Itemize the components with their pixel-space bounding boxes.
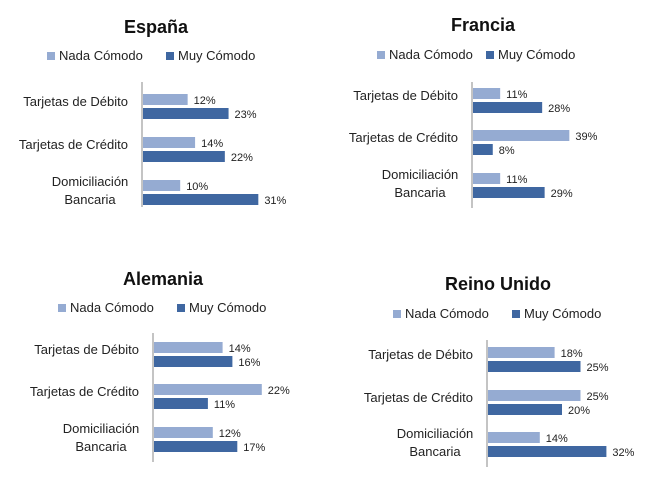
- bar-nada-comodo-tarjetas-de-debito-alemania: [154, 342, 223, 353]
- data-label-muy-comodo-tarjetas-de-debito-alemania: 16%: [238, 357, 260, 369]
- category-label-domiciliacion-bancaria-francia: Domiciliación Bancaria: [382, 167, 459, 200]
- category-label-tarjetas-de-credito-francia: Tarjetas de Crédito: [349, 130, 458, 145]
- data-label-muy-comodo-tarjetas-de-debito-francia: 28%: [548, 103, 570, 115]
- bar-muy-comodo-domiciliacion-bancaria-reino-unido: [488, 446, 607, 457]
- category-label-domiciliacion-bancaria-alemania: Domiciliación Bancaria: [63, 421, 140, 454]
- data-label-nada-comodo-tarjetas-de-debito-reino-unido: 18%: [561, 348, 583, 360]
- legend-label-muy-comodo-espana: Muy Cómodo: [178, 48, 255, 63]
- bar-muy-comodo-tarjetas-de-credito-francia: [473, 144, 493, 155]
- data-label-muy-comodo-domiciliacion-bancaria-espana: 31%: [264, 195, 286, 207]
- legend-swatch-nada-comodo-espana: [47, 52, 55, 60]
- data-label-nada-comodo-domiciliacion-bancaria-reino-unido: 14%: [546, 433, 568, 445]
- legend-label-nada-comodo-reino-unido: Nada Cómodo: [405, 306, 489, 321]
- bar-nada-comodo-tarjetas-de-credito-francia: [473, 130, 570, 141]
- bar-muy-comodo-tarjetas-de-debito-reino-unido: [488, 361, 581, 372]
- legend-label-nada-comodo-alemania: Nada Cómodo: [70, 300, 154, 315]
- data-label-muy-comodo-domiciliacion-bancaria-reino-unido: 32%: [612, 447, 634, 459]
- legend-label-muy-comodo-reino-unido: Muy Cómodo: [524, 306, 601, 321]
- data-label-muy-comodo-tarjetas-de-debito-reino-unido: 25%: [587, 362, 609, 374]
- category-label-tarjetas-de-credito-reino-unido: Tarjetas de Crédito: [364, 390, 473, 405]
- bar-muy-comodo-tarjetas-de-credito-espana: [143, 151, 225, 162]
- data-label-nada-comodo-domiciliacion-bancaria-espana: 10%: [186, 181, 208, 193]
- category-label-tarjetas-de-credito-alemania: Tarjetas de Crédito: [30, 384, 139, 399]
- bar-muy-comodo-domiciliacion-bancaria-francia: [473, 187, 545, 198]
- bar-muy-comodo-domiciliacion-bancaria-espana: [143, 194, 259, 205]
- category-label-domiciliacion-bancaria-reino-unido: Domiciliación Bancaria: [397, 426, 474, 459]
- data-label-nada-comodo-tarjetas-de-credito-espana: 14%: [201, 138, 223, 150]
- bar-muy-comodo-tarjetas-de-credito-reino-unido: [488, 404, 562, 415]
- legend-swatch-muy-comodo-alemania: [177, 304, 185, 312]
- data-label-nada-comodo-tarjetas-de-credito-francia: 39%: [575, 131, 597, 143]
- chart-title-francia: Francia: [451, 15, 516, 35]
- bar-nada-comodo-tarjetas-de-credito-alemania: [154, 384, 262, 395]
- category-label-tarjetas-de-debito-reino-unido: Tarjetas de Débito: [368, 347, 473, 362]
- legend-label-muy-comodo-francia: Muy Cómodo: [498, 47, 575, 62]
- data-label-nada-comodo-tarjetas-de-debito-alemania: 14%: [229, 343, 251, 355]
- bar-nada-comodo-tarjetas-de-debito-reino-unido: [488, 347, 555, 358]
- chart-title-espana: España: [124, 17, 189, 37]
- bar-nada-comodo-domiciliacion-bancaria-reino-unido: [488, 432, 540, 443]
- category-label-domiciliacion-bancaria-espana: Domiciliación Bancaria: [52, 174, 129, 207]
- bar-nada-comodo-domiciliacion-bancaria-espana: [143, 180, 181, 191]
- bar-nada-comodo-tarjetas-de-debito-francia: [473, 88, 501, 99]
- legend-label-muy-comodo-alemania: Muy Cómodo: [189, 300, 266, 315]
- data-label-nada-comodo-tarjetas-de-debito-francia: 11%: [506, 89, 527, 101]
- category-label-tarjetas-de-debito-alemania: Tarjetas de Débito: [34, 342, 139, 357]
- chart-title-reino-unido: Reino Unido: [445, 274, 551, 294]
- legend-swatch-muy-comodo-espana: [166, 52, 174, 60]
- legend-swatch-nada-comodo-reino-unido: [393, 310, 401, 318]
- bar-muy-comodo-domiciliacion-bancaria-alemania: [154, 441, 238, 452]
- data-label-muy-comodo-tarjetas-de-credito-reino-unido: 20%: [568, 405, 590, 417]
- bar-nada-comodo-tarjetas-de-debito-espana: [143, 94, 188, 105]
- bar-nada-comodo-tarjetas-de-credito-espana: [143, 137, 196, 148]
- bar-muy-comodo-tarjetas-de-credito-alemania: [154, 398, 208, 409]
- bar-nada-comodo-domiciliacion-bancaria-alemania: [154, 427, 213, 438]
- legend-swatch-nada-comodo-francia: [377, 51, 385, 59]
- legend-label-nada-comodo-espana: Nada Cómodo: [59, 48, 143, 63]
- bar-muy-comodo-tarjetas-de-debito-espana: [143, 108, 229, 119]
- data-label-nada-comodo-tarjetas-de-debito-espana: 12%: [194, 95, 216, 107]
- legend-swatch-muy-comodo-reino-unido: [512, 310, 520, 318]
- legend-swatch-muy-comodo-francia: [486, 51, 494, 59]
- legend-label-nada-comodo-francia: Nada Cómodo: [389, 47, 473, 62]
- data-label-muy-comodo-tarjetas-de-credito-espana: 22%: [231, 152, 253, 164]
- data-label-muy-comodo-tarjetas-de-credito-alemania: 11%: [214, 399, 235, 411]
- data-label-muy-comodo-domiciliacion-bancaria-alemania: 17%: [243, 442, 265, 454]
- legend-swatch-nada-comodo-alemania: [58, 304, 66, 312]
- data-label-nada-comodo-domiciliacion-bancaria-francia: 11%: [506, 174, 527, 186]
- bar-nada-comodo-domiciliacion-bancaria-francia: [473, 173, 501, 184]
- data-label-muy-comodo-tarjetas-de-debito-espana: 23%: [235, 109, 257, 121]
- bar-nada-comodo-tarjetas-de-credito-reino-unido: [488, 390, 581, 401]
- data-label-nada-comodo-tarjetas-de-credito-alemania: 22%: [268, 385, 290, 397]
- data-label-nada-comodo-tarjetas-de-credito-reino-unido: 25%: [587, 391, 609, 403]
- category-label-tarjetas-de-debito-francia: Tarjetas de Débito: [353, 88, 458, 103]
- chart-title-alemania: Alemania: [123, 269, 204, 289]
- bar-muy-comodo-tarjetas-de-debito-alemania: [154, 356, 233, 367]
- data-label-muy-comodo-domiciliacion-bancaria-francia: 29%: [551, 188, 573, 200]
- category-label-tarjetas-de-credito-espana: Tarjetas de Crédito: [19, 137, 128, 152]
- data-label-nada-comodo-domiciliacion-bancaria-alemania: 12%: [219, 428, 241, 440]
- data-label-muy-comodo-tarjetas-de-credito-francia: 8%: [499, 145, 515, 157]
- bar-muy-comodo-tarjetas-de-debito-francia: [473, 102, 543, 113]
- category-label-tarjetas-de-debito-espana: Tarjetas de Débito: [23, 94, 128, 109]
